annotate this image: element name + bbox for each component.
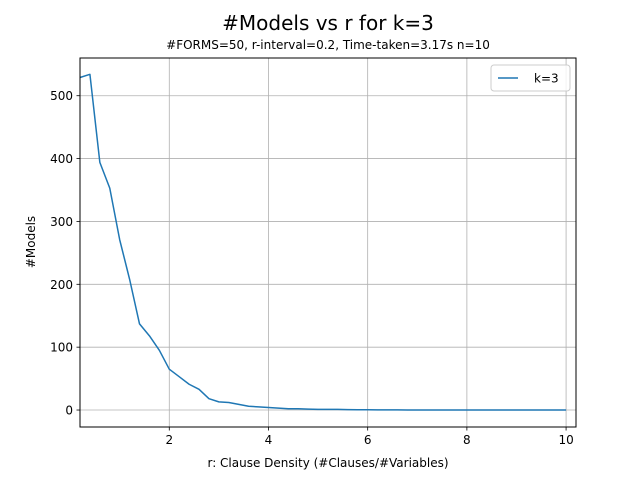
y-axis-label: #Models bbox=[24, 216, 38, 268]
grid-layer bbox=[80, 58, 576, 427]
y-tick-label: 300 bbox=[50, 215, 73, 229]
x-tick-label: 4 bbox=[265, 433, 273, 447]
x-tick-label: 8 bbox=[463, 433, 471, 447]
y-tick-label: 400 bbox=[50, 152, 73, 166]
x-axis-label: r: Clause Density (#Clauses/#Variables) bbox=[207, 456, 448, 470]
x-tick-label: 10 bbox=[558, 433, 573, 447]
y-tick-label: 200 bbox=[50, 278, 73, 292]
series-line-1 bbox=[79, 73, 567, 411]
x-tick-label: 6 bbox=[364, 433, 372, 447]
y-tick-label: 100 bbox=[50, 341, 73, 355]
x-tick-label: 2 bbox=[165, 433, 173, 447]
legend: k=3 bbox=[490, 64, 571, 92]
y-tick-label: 0 bbox=[65, 404, 73, 418]
chart-title: #Models vs r for k=3 bbox=[222, 11, 434, 35]
chart-subtitle: #FORMS=50, r-interval=0.2, Time-taken=3.… bbox=[166, 38, 490, 52]
plot-frame bbox=[79, 57, 577, 428]
legend-label: k=3 bbox=[534, 72, 559, 86]
legend-box bbox=[490, 64, 571, 92]
series-layer bbox=[79, 73, 567, 411]
y-tick-label: 500 bbox=[50, 89, 73, 103]
